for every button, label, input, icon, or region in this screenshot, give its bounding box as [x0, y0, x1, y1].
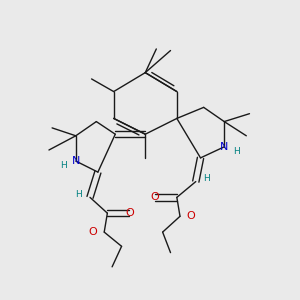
Text: N: N — [220, 142, 228, 152]
Text: H: H — [203, 174, 210, 183]
Text: O: O — [125, 208, 134, 218]
Text: H: H — [76, 190, 82, 199]
Text: N: N — [72, 156, 80, 166]
Text: O: O — [187, 211, 195, 221]
Text: H: H — [233, 147, 240, 156]
Text: O: O — [150, 192, 159, 203]
Text: H: H — [60, 161, 67, 170]
Text: O: O — [89, 227, 98, 237]
